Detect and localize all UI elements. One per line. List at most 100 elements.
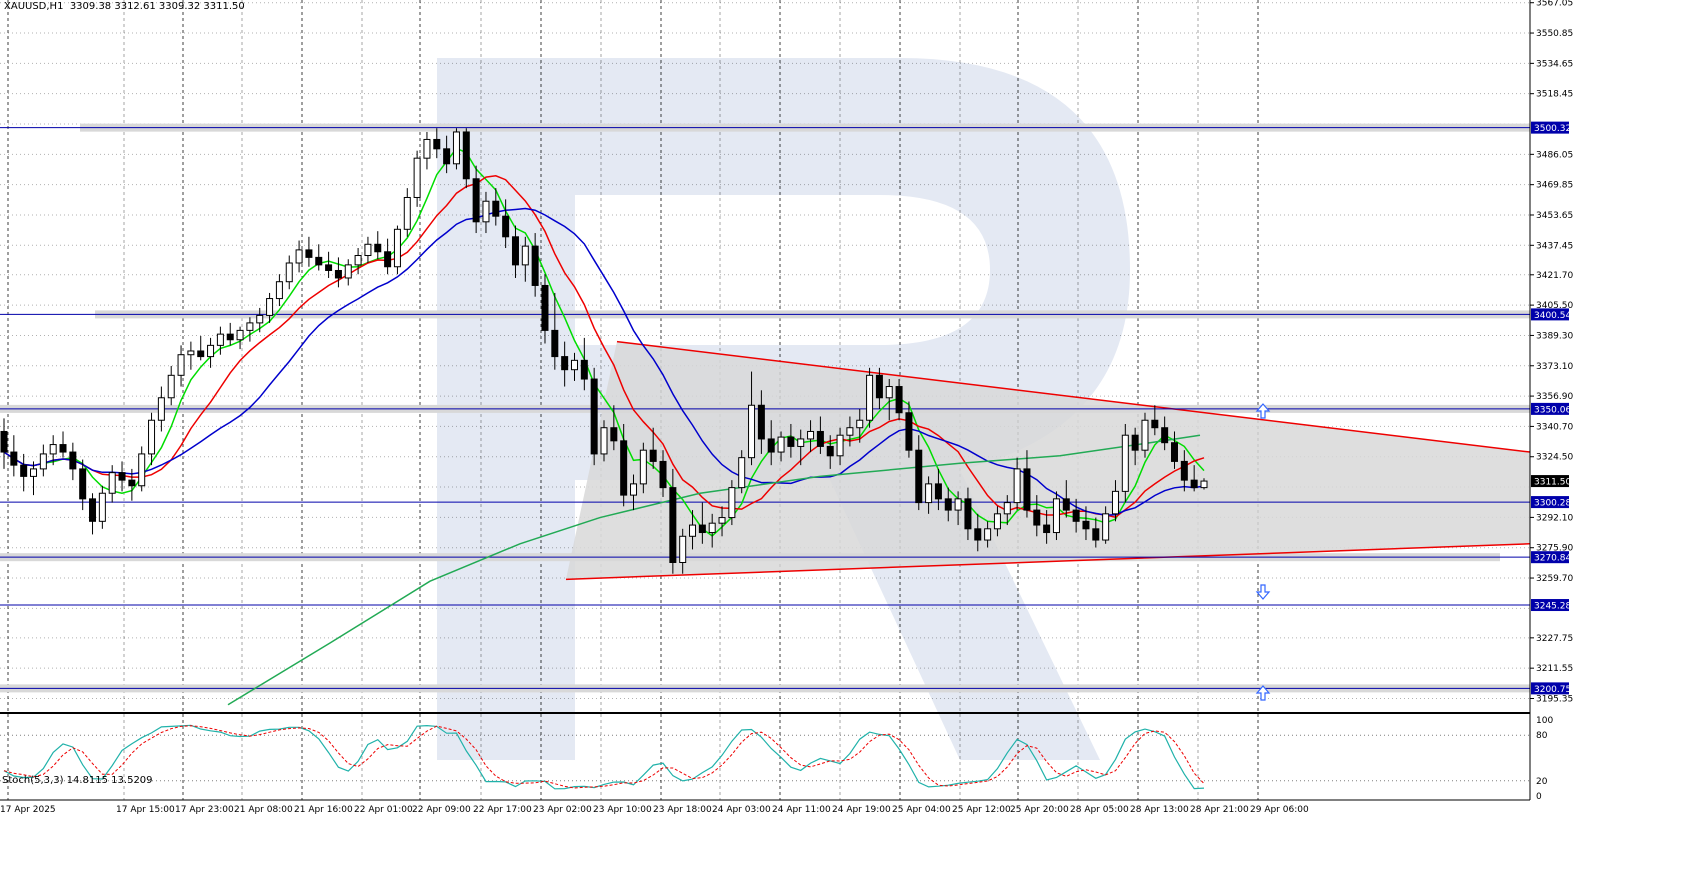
candle-body: [679, 535, 687, 563]
candle: [895, 379, 903, 421]
candle-body: [570, 359, 578, 371]
candle: [433, 128, 441, 159]
candle: [954, 491, 962, 526]
candle-body: [620, 440, 628, 496]
candle: [511, 225, 519, 278]
candle: [1190, 465, 1198, 492]
candle: [836, 427, 844, 466]
candle-body: [974, 528, 982, 541]
candle: [1043, 510, 1051, 544]
ma-long-line: [227, 434, 1201, 706]
y-tick-label: 3486.05: [1536, 150, 1573, 160]
candle: [1052, 491, 1060, 541]
candle-body: [364, 243, 372, 257]
candle-body: [1200, 480, 1208, 489]
candle: [1131, 427, 1139, 466]
candle-body: [285, 262, 293, 283]
candle-body: [846, 427, 854, 436]
stochastic-label: Stoch(5,3,3) 14.8115 13.5209: [2, 775, 153, 786]
y-tick-label: 3275.90: [1536, 544, 1573, 554]
candle-body: [934, 483, 942, 500]
candle-body: [295, 249, 303, 264]
candle: [689, 510, 697, 550]
candle-body: [600, 427, 608, 455]
candle: [915, 435, 923, 511]
candle-body: [993, 513, 1001, 530]
level-price-tag: [1531, 599, 1569, 612]
candle: [364, 236, 372, 263]
candle-body: [374, 243, 382, 253]
candle: [266, 292, 274, 323]
candle-body: [531, 245, 539, 286]
y-tick-label: 3211.55: [1536, 664, 1573, 674]
candle: [807, 420, 815, 453]
candle: [1023, 450, 1031, 518]
candle: [325, 251, 333, 278]
candle-body: [226, 333, 234, 341]
level-price-tag: [1531, 496, 1569, 509]
candle-body: [826, 445, 834, 457]
candle: [885, 379, 893, 421]
candle-body: [0, 430, 8, 453]
candle-body: [1092, 528, 1100, 541]
candle: [816, 416, 824, 454]
y-axis-labels: 3567.05 3550.85 3534.65 3518.45 3486.05 3469.…: [1530, 0, 1573, 802]
y-tick-label: 3259.70: [1536, 574, 1573, 584]
candle: [669, 468, 677, 574]
candle-body: [767, 438, 775, 453]
level-price-label: 3200.75: [1534, 685, 1571, 695]
candle: [1003, 495, 1011, 526]
candle-body: [905, 412, 913, 451]
candle: [89, 493, 97, 535]
candle: [1102, 506, 1110, 544]
candle-body: [639, 449, 647, 485]
x-tick-label: 25 Apr 20:00: [1010, 805, 1069, 815]
candle: [108, 465, 116, 503]
candle-body: [875, 374, 883, 399]
candle: [1033, 495, 1041, 537]
axes: [0, 0, 1531, 801]
candle: [580, 337, 588, 391]
candle-body: [39, 453, 47, 470]
candle-body: [984, 528, 992, 541]
candle: [846, 416, 854, 447]
candle-body: [10, 451, 18, 466]
candle: [620, 423, 628, 507]
candle: [384, 238, 392, 275]
stoch-tick-label: 80: [1536, 731, 1548, 741]
candle: [246, 317, 254, 342]
candle-body: [452, 131, 460, 165]
candle: [1141, 412, 1149, 458]
candle: [413, 150, 421, 207]
x-tick-label: 28 Apr 05:00: [1070, 805, 1129, 815]
level-price-label: 3270.84: [1534, 554, 1571, 564]
candle-body: [1013, 468, 1021, 504]
candle-body: [561, 356, 569, 371]
candle-body: [108, 472, 116, 494]
level-price-label: 3245.28: [1534, 602, 1571, 612]
candle: [866, 367, 874, 428]
candle: [797, 429, 805, 466]
candle: [1092, 517, 1100, 548]
x-axis-labels: 17 Apr 2025 17 Apr 15:00 17 Apr 23:00 21 Ap…: [0, 805, 1309, 815]
candle: [354, 248, 362, 275]
candle: [728, 480, 736, 526]
candle: [570, 352, 578, 381]
candle-body: [462, 131, 470, 180]
candle-body: [1121, 434, 1129, 492]
candle-body: [413, 157, 421, 198]
candle-body: [718, 517, 726, 524]
candle-body: [423, 138, 431, 159]
candle-body: [1082, 520, 1090, 530]
candle-body: [354, 255, 362, 266]
candle: [826, 435, 834, 469]
candle-body: [590, 378, 598, 455]
candle-body: [748, 404, 756, 459]
x-tick-label: 29 Apr 06:00: [1250, 805, 1309, 815]
lower-trendline: [565, 543, 1531, 581]
candle-body: [738, 457, 746, 489]
candle: [600, 420, 608, 462]
x-tick-label: 24 Apr 19:00: [832, 805, 891, 815]
candle: [1082, 506, 1090, 541]
